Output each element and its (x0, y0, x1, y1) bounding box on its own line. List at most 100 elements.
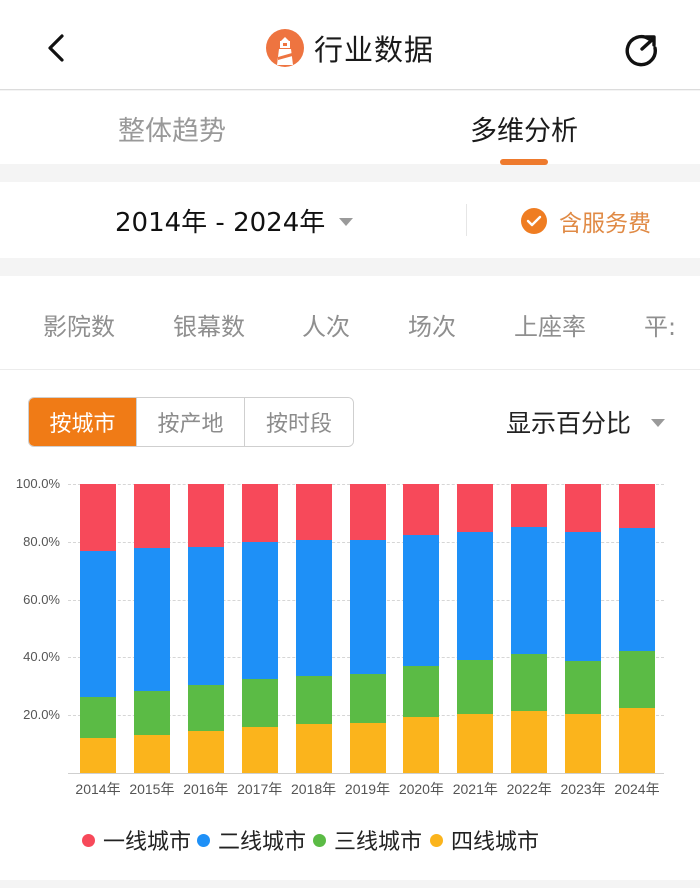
bar-segment (349, 539, 386, 674)
active-tab-indicator (500, 159, 548, 165)
bar-segment (80, 697, 116, 739)
y-axis-tick-label: 80.0% (23, 533, 60, 549)
metric-tab-admissions[interactable]: 人次 (302, 313, 350, 341)
back-button[interactable] (38, 28, 74, 68)
filter-bar: 2014年 - 2024年 含服务费 (0, 182, 700, 258)
date-range-value: 2014年 - 2024年 (115, 208, 326, 238)
x-axis-tick-label: 2024年 (614, 781, 660, 797)
legend-dot-icon (313, 833, 326, 847)
x-axis-tick-label: 2014年 (75, 781, 121, 797)
bar-segment (619, 707, 655, 773)
bar-segment (511, 654, 548, 712)
display-mode-select[interactable]: 显示百分比 (506, 404, 666, 440)
bar-segment (187, 685, 224, 731)
bar-segment (349, 484, 386, 540)
stacked-bar[interactable] (133, 484, 170, 773)
legend-label: 四线城市 (451, 830, 540, 855)
legend-item[interactable]: 三线城市 (313, 824, 422, 856)
bar-segment (241, 484, 278, 543)
stacked-bar-chart: 20.0% 40.0% 60.0% 80.0% 100.0% 2014年 2015年 2016… (0, 466, 700, 806)
stacked-bar[interactable] (511, 484, 548, 773)
tab-overall-trend[interactable]: 整体趋势 (118, 116, 226, 147)
stacked-bar[interactable] (80, 484, 116, 773)
bar-segment (241, 679, 278, 728)
bar-segment (133, 691, 170, 735)
legend-dot-icon (197, 833, 210, 847)
chart-legend: 一线城市 二线城市 三线城市 四线城市 (0, 824, 700, 860)
checkmark-circle-icon (521, 208, 547, 234)
x-axis-line (68, 773, 664, 774)
bar-segment (133, 484, 170, 549)
legend-dot-icon (430, 833, 443, 847)
x-axis-tick-label: 2018年 (291, 781, 337, 797)
stacked-bar[interactable] (403, 484, 440, 773)
legend-dot-icon (82, 833, 95, 847)
date-range-select[interactable]: 2014年 - 2024年 (115, 202, 354, 239)
y-axis-tick-label: 100.0% (15, 476, 60, 491)
y-axis-tick-label: 20.0% (23, 707, 60, 723)
bar-segment (295, 724, 332, 773)
bar-segment (619, 527, 655, 652)
bar-segment (511, 711, 548, 773)
stacked-bar[interactable] (565, 484, 602, 773)
bar-segment (295, 484, 332, 541)
segment-by-city[interactable]: 按城市 (29, 398, 137, 446)
refresh-button[interactable] (622, 30, 662, 70)
bar-segment (457, 713, 494, 773)
tab-multi-dimension[interactable]: 多维分析 (470, 116, 578, 147)
bar-segment (619, 651, 655, 708)
bar-segment (349, 673, 386, 723)
legend-item[interactable]: 四线城市 (430, 824, 539, 856)
stacked-bar[interactable] (295, 484, 332, 773)
bar-segment (295, 540, 332, 676)
bar-segment (565, 531, 602, 661)
legend-item[interactable]: 二线城市 (197, 824, 306, 856)
bar-segment (349, 722, 386, 773)
page-title: 行业数据 (313, 33, 434, 67)
legend-label: 三线城市 (334, 830, 423, 855)
stacked-bar[interactable] (619, 484, 655, 773)
x-axis-tick-label: 2021年 (452, 781, 498, 797)
lighthouse-logo-icon (265, 29, 304, 67)
metric-tabs: 影院数 银幕数 人次 场次 上座率 平: (0, 276, 700, 370)
bar-segment (80, 551, 116, 698)
bar-segment (241, 727, 278, 773)
app-header: 行业数据 (0, 0, 700, 90)
bar-segment (619, 484, 655, 528)
metric-tab-average-truncated[interactable]: 平: (644, 313, 677, 341)
bar-segment (133, 734, 170, 773)
stacked-bar[interactable] (187, 484, 224, 773)
analysis-card: 影院数 银幕数 人次 场次 上座率 平: 按城市 按产地 按时段 显示百分比 2… (0, 276, 700, 880)
grouping-segmented-control: 按城市 按产地 按时段 (28, 397, 354, 447)
legend-label: 二线城市 (218, 830, 307, 855)
legend-item[interactable]: 一线城市 (82, 824, 191, 856)
metric-tab-showings[interactable]: 场次 (408, 313, 456, 341)
stacked-bar[interactable] (457, 484, 494, 773)
main-tabs: 整体趋势 多维分析 (0, 91, 700, 165)
bar-segment (295, 675, 332, 725)
title-group: 行业数据 (0, 27, 700, 69)
bar-segment (80, 738, 116, 773)
x-axis-tick-label: 2016年 (183, 781, 229, 797)
bar-segment (403, 535, 440, 667)
bar-segment (133, 548, 170, 692)
segment-by-timeslot[interactable]: 按时段 (245, 398, 353, 446)
bar-segment (187, 730, 224, 773)
y-axis-tick-label: 40.0% (23, 649, 60, 665)
bar-segment (457, 484, 494, 532)
bar-segment (511, 527, 548, 655)
y-axis-tick-label: 60.0% (23, 591, 60, 607)
refresh-icon (625, 35, 657, 67)
segment-by-origin[interactable]: 按产地 (137, 398, 245, 446)
divider (466, 204, 467, 236)
metric-tab-screens[interactable]: 银幕数 (173, 313, 245, 341)
metric-tab-cinemas[interactable]: 影院数 (43, 313, 115, 341)
caret-down-icon (339, 217, 354, 226)
service-fee-checkbox[interactable]: 含服务费 (521, 204, 651, 238)
metric-tab-occupancy[interactable]: 上座率 (514, 313, 586, 341)
service-fee-label: 含服务费 (559, 211, 651, 237)
stacked-bar[interactable] (241, 484, 278, 773)
chevron-left-icon (48, 34, 64, 62)
stacked-bar[interactable] (349, 484, 386, 773)
x-axis-tick-label: 2017年 (237, 781, 283, 797)
